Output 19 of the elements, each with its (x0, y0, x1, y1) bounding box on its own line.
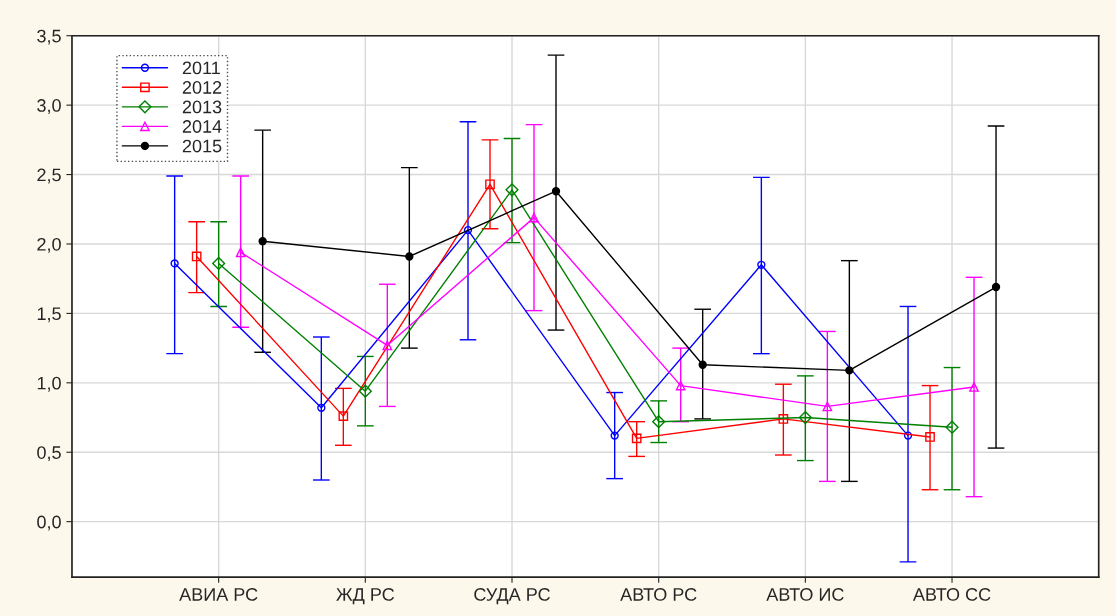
y-tick-label: 0,5 (37, 446, 61, 462)
y-tick-label: 1,0 (37, 376, 61, 392)
legend-label: 2011 (182, 61, 220, 75)
y-tick-label: 0,0 (37, 515, 61, 531)
y-tick-label: 1,5 (37, 307, 61, 323)
legend-label: 2014 (182, 120, 222, 133)
x-tick-label: АВИА РС (179, 588, 258, 601)
x-tick-label: АВТО ИС (766, 588, 844, 601)
x-tick-label: ЖД РС (336, 588, 395, 605)
y-tick-label: 3,5 (37, 29, 61, 45)
x-tick-label: АВТО СС (912, 588, 991, 601)
y-tick-label: 3,0 (37, 99, 61, 114)
x-tick-label: АВТО РС (620, 588, 697, 601)
legend-label: 2012 (182, 81, 222, 94)
y-tick-label: 2,0 (37, 237, 61, 253)
y-tick-label: 2,5 (37, 168, 61, 184)
legend-label: 2015 (182, 139, 222, 153)
legend-label: 2013 (182, 100, 222, 114)
x-tick-label: СУДА РС (474, 588, 550, 605)
